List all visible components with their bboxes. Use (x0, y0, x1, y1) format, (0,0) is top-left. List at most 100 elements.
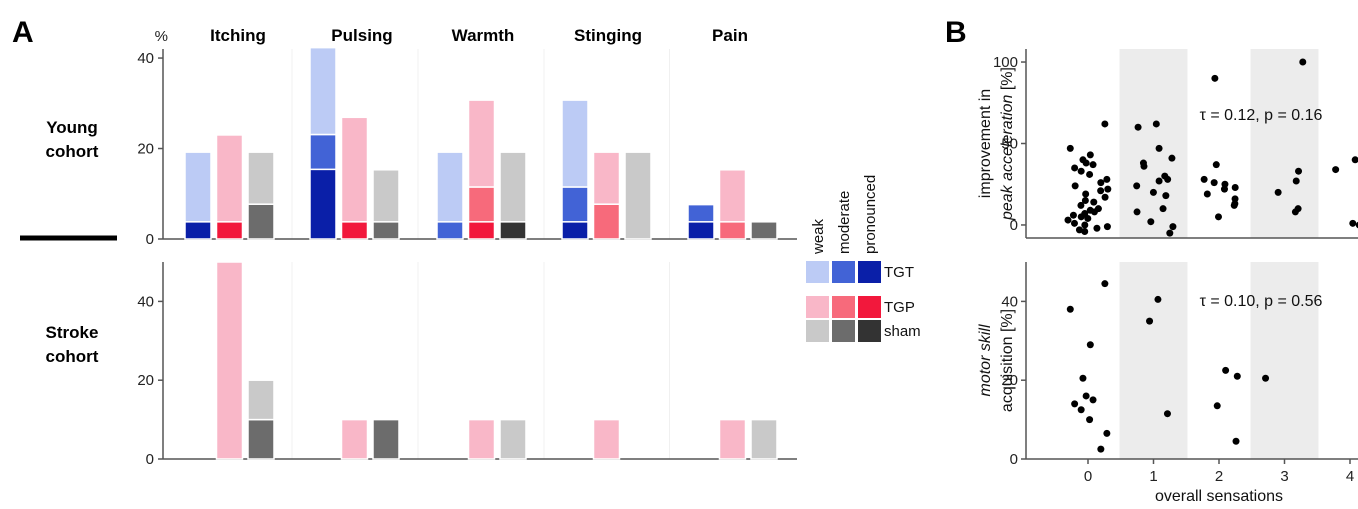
panel-a: A % Itching Pulsing Warmth Stinging Pain You… (12, 16, 921, 468)
data-point (1066, 144, 1074, 152)
y-tick-label: 20 (137, 372, 154, 389)
data-point (1097, 445, 1105, 453)
data-point (1069, 211, 1077, 219)
bar-stroke-cohort-itching-sham-weak (247, 379, 275, 421)
bar-young-cohort-itching-tgp-weak (215, 134, 244, 223)
data-point (1077, 201, 1085, 209)
data-point (1292, 177, 1300, 185)
bar-young-cohort-warmth-tgt-weak (436, 151, 464, 223)
data-point (1295, 167, 1303, 175)
legend-swatch-sham-pronounced (858, 320, 881, 342)
column-title-pulsing: Pulsing (331, 26, 392, 45)
bar-stroke-cohort-stinging-tgp-weak (592, 418, 621, 460)
shaded-band-1 (1119, 49, 1188, 238)
bar-young-cohort-stinging-tgp-moderate (592, 203, 621, 240)
bar-stroke-cohort-warmth-sham-weak (499, 418, 527, 460)
correlation-annotation: τ = 0.12, p = 0.16 (1200, 107, 1323, 124)
data-point (1082, 190, 1090, 198)
y-tick-label: 40 (137, 50, 154, 67)
data-point (1104, 185, 1112, 193)
bar-young-cohort-itching-sham-weak (247, 151, 275, 205)
bar-young-cohort-pulsing-tgt-moderate (309, 133, 337, 171)
data-point (1163, 410, 1171, 418)
data-point (1232, 437, 1240, 445)
bar-young-cohort-pulsing-tgt-weak (309, 46, 337, 136)
data-point (1103, 429, 1111, 437)
data-point (1086, 151, 1094, 159)
y-tick-label: 0 (146, 451, 154, 468)
data-point (1086, 170, 1094, 178)
data-point (1155, 144, 1163, 152)
data-point (1149, 188, 1157, 196)
row-label-stroke: cohort (46, 347, 99, 366)
bar-young-cohort-pulsing-sham-moderate (372, 221, 400, 240)
data-point (1077, 213, 1085, 221)
data-point (1140, 162, 1148, 170)
data-point (1169, 223, 1177, 231)
y-tick-label: 20 (1001, 372, 1018, 389)
data-point (1077, 406, 1085, 414)
x-tick-label: 4 (1346, 468, 1354, 485)
data-point (1164, 175, 1172, 183)
data-point (1082, 392, 1090, 400)
data-point (1077, 167, 1085, 175)
correlation-annotation: τ = 0.10, p = 0.56 (1200, 293, 1323, 310)
data-point (1159, 205, 1167, 213)
column-title-warmth: Warmth (452, 26, 515, 45)
bar-young-cohort-itching-tgp-pronounced (215, 221, 244, 240)
shaded-band-1 (1119, 262, 1188, 459)
bar-young-cohort-pain-tgt-moderate (687, 203, 715, 223)
legend-label-tgp: TGP (884, 299, 915, 316)
row-label-young: cohort (46, 142, 99, 161)
data-point (1355, 221, 1358, 229)
legend-swatch-tgt-weak (806, 261, 829, 283)
data-point (1274, 188, 1282, 196)
bar-stroke-cohort-pulsing-tgp-weak (340, 418, 369, 460)
panel-label-a: A (12, 16, 34, 49)
y-tick-label: 0 (1010, 217, 1018, 234)
data-point (1212, 161, 1220, 169)
data-point (1103, 175, 1111, 183)
bar-stroke-cohort-itching-tgp-weak (215, 261, 244, 460)
bar-young-cohort-stinging-tgt-moderate (561, 186, 589, 223)
data-point (1089, 396, 1097, 404)
bar-young-cohort-pain-tgt-pronounced (687, 221, 715, 240)
bar-young-cohort-pulsing-tgt-pronounced (309, 168, 337, 240)
data-point (1064, 216, 1072, 224)
data-point (1147, 218, 1155, 226)
bar-young-cohort-itching-tgt-pronounced (184, 221, 212, 240)
y-tick-label: 40 (137, 293, 154, 310)
x-tick-label: 1 (1149, 468, 1157, 485)
bars-area: 0 20 40 0 20 40 (137, 46, 797, 468)
bar-young-cohort-warmth-sham-weak (499, 151, 527, 223)
legend-level-weak: weak (810, 218, 827, 255)
bar-young-cohort-warmth-tgp-moderate (467, 186, 496, 223)
data-point (1070, 219, 1078, 227)
panel-label-b: B (945, 16, 967, 49)
data-point (1168, 154, 1176, 162)
legend-swatch-tgt-pronounced (858, 261, 881, 283)
x-tick-label: 3 (1280, 468, 1288, 485)
data-point (1134, 123, 1142, 131)
y-tick-label: 0 (146, 231, 154, 248)
bar-young-cohort-itching-tgt-weak (184, 151, 212, 223)
row-stroke-cohort: 0 20 40 (137, 261, 797, 468)
bar-stroke-cohort-itching-sham-moderate (247, 418, 275, 460)
data-point (1081, 197, 1089, 205)
data-point (1155, 177, 1163, 185)
data-point (1079, 374, 1087, 382)
data-point (1090, 198, 1098, 206)
bar-young-cohort-pain-tgp-moderate (718, 221, 747, 240)
bar-young-cohort-warmth-tgp-pronounced (467, 221, 496, 240)
x-tick-label: 2 (1215, 468, 1223, 485)
bar-young-cohort-pain-sham-moderate (750, 221, 778, 240)
column-title-itching: Itching (210, 26, 266, 45)
data-point (1075, 226, 1083, 234)
y-tick-label: 0 (1010, 451, 1018, 468)
column-title-pain: Pain (712, 26, 748, 45)
bar-young-cohort-warmth-tgp-weak (467, 99, 496, 188)
bar-stroke-cohort-pain-tgp-weak (718, 418, 747, 460)
column-title-stinging: Stinging (574, 26, 642, 45)
data-point (1086, 416, 1094, 424)
